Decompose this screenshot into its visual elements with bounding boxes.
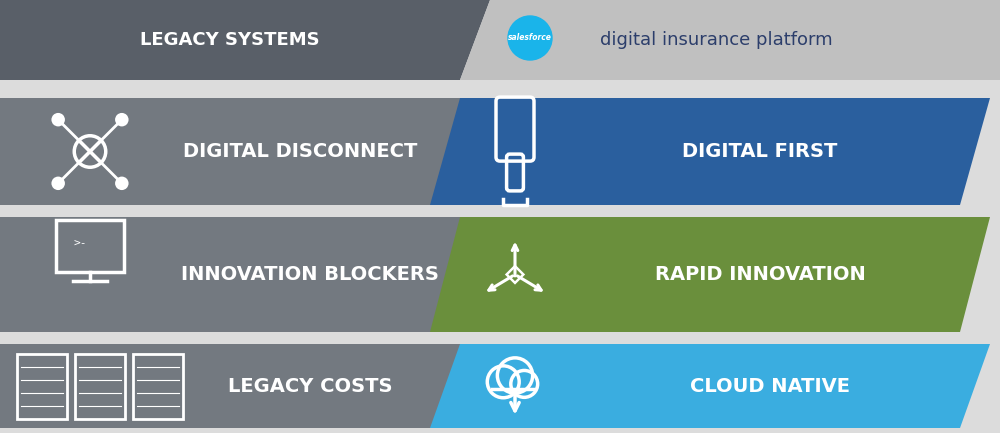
Polygon shape (0, 344, 550, 428)
Polygon shape (460, 0, 1000, 80)
Text: salesforce: salesforce (508, 33, 552, 42)
Text: INNOVATION BLOCKERS: INNOVATION BLOCKERS (181, 265, 439, 284)
Polygon shape (430, 98, 990, 205)
Bar (133, 353, 183, 419)
Text: >-: >- (73, 239, 87, 249)
Polygon shape (0, 217, 550, 332)
Bar (75, 353, 125, 419)
Circle shape (115, 177, 129, 190)
Polygon shape (430, 217, 990, 332)
Text: LEGACY COSTS: LEGACY COSTS (228, 377, 392, 395)
Text: RAPID INNOVATION: RAPID INNOVATION (655, 265, 865, 284)
Bar (17, 353, 67, 419)
Circle shape (508, 16, 552, 60)
Text: digital insurance platform: digital insurance platform (600, 31, 833, 49)
Polygon shape (0, 0, 490, 80)
Circle shape (115, 113, 129, 126)
Text: CLOUD NATIVE: CLOUD NATIVE (690, 377, 850, 395)
Bar (56, 220, 124, 272)
Circle shape (51, 113, 65, 126)
Circle shape (51, 177, 65, 190)
Polygon shape (0, 98, 550, 205)
Polygon shape (430, 344, 990, 428)
Text: LEGACY SYSTEMS: LEGACY SYSTEMS (140, 31, 320, 49)
Text: DIGITAL FIRST: DIGITAL FIRST (682, 142, 838, 161)
Text: DIGITAL DISCONNECT: DIGITAL DISCONNECT (183, 142, 417, 161)
